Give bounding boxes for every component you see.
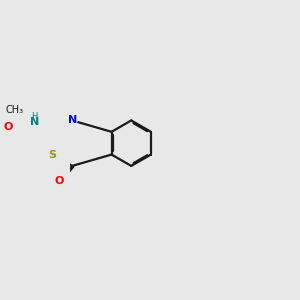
Text: O: O xyxy=(55,176,64,185)
Text: CH₃: CH₃ xyxy=(5,105,23,115)
Text: O: O xyxy=(3,122,12,133)
Text: N: N xyxy=(30,117,39,127)
Text: N: N xyxy=(68,116,77,125)
Text: H: H xyxy=(32,112,38,121)
Text: S: S xyxy=(49,149,56,160)
